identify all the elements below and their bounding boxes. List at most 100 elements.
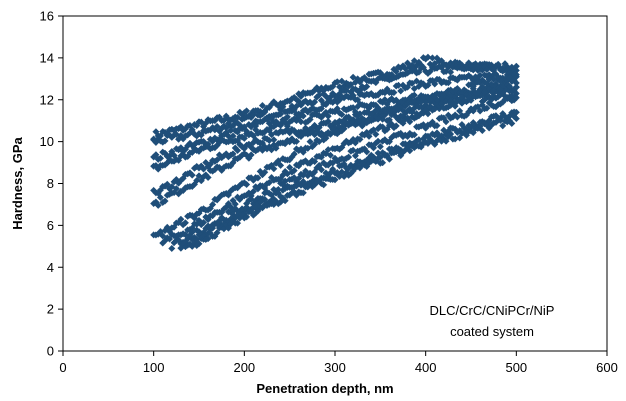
data-point [279, 103, 287, 111]
x-tick-label: 0 [59, 360, 66, 375]
data-point [320, 181, 328, 189]
data-point [494, 60, 502, 68]
data-point [356, 135, 364, 143]
data-point [213, 229, 221, 237]
data-point [363, 148, 371, 156]
y-tick-label: 10 [40, 134, 54, 149]
data-point [410, 131, 418, 139]
data-point [161, 137, 169, 145]
x-tick-label: 600 [596, 360, 618, 375]
data-point [277, 161, 285, 169]
data-point [204, 235, 212, 243]
data-point [297, 118, 305, 126]
data-point [376, 143, 384, 151]
data-point [188, 171, 196, 179]
data-point [299, 189, 307, 197]
data-marks [150, 53, 520, 253]
plot-area-frame [62, 15, 608, 352]
data-point [512, 115, 520, 123]
data-point [311, 157, 319, 166]
data-point [340, 125, 348, 133]
data-point [390, 88, 398, 97]
data-point [181, 219, 189, 227]
data-point [501, 60, 509, 68]
data-point [209, 200, 217, 209]
data-point [254, 174, 262, 182]
data-point [369, 144, 378, 152]
data-point [243, 180, 251, 189]
data-point [447, 130, 455, 138]
data-point [424, 110, 432, 118]
data-point [247, 151, 255, 159]
data-point [204, 173, 212, 182]
data-point [286, 163, 294, 171]
data-point [413, 77, 421, 85]
data-point [483, 104, 491, 112]
data-point [317, 166, 325, 174]
data-point [270, 165, 278, 173]
data-point [456, 107, 464, 115]
data-point [442, 118, 450, 126]
data-point [249, 111, 257, 119]
data-point [229, 150, 237, 158]
data-point [406, 147, 414, 155]
data-point [258, 101, 267, 110]
data-point [345, 82, 353, 90]
x-tick-label: 400 [415, 360, 437, 375]
data-point [311, 98, 319, 106]
data-point [512, 79, 520, 87]
data-point [161, 197, 169, 205]
data-point [460, 97, 468, 105]
data-point [283, 113, 291, 121]
data-point [199, 218, 208, 227]
y-tick-label: 6 [47, 218, 54, 233]
data-point [277, 110, 285, 118]
data-point [306, 138, 314, 146]
y-tick-label: 14 [40, 50, 54, 65]
y-axis-label: Hardness, GPa [10, 136, 25, 229]
data-point [213, 122, 221, 130]
series-11 [186, 112, 520, 250]
data-point [397, 87, 405, 95]
y-tick-label: 12 [40, 92, 54, 107]
data-point [422, 98, 430, 106]
data-point [261, 168, 269, 176]
data-point [338, 77, 346, 85]
data-point [172, 185, 180, 193]
x-tick-label: 200 [233, 360, 255, 375]
data-point [444, 79, 452, 87]
data-point [433, 122, 441, 130]
y-tick-label: 0 [47, 344, 54, 359]
data-point [265, 179, 273, 187]
y-tick-label: 4 [47, 260, 54, 275]
data-point [379, 159, 387, 167]
data-point [177, 215, 185, 223]
data-point [193, 176, 201, 185]
data-point [333, 130, 341, 138]
axes [62, 15, 608, 352]
data-point [453, 128, 461, 136]
y-tick-label: 2 [47, 302, 54, 317]
data-point [261, 108, 269, 116]
annotation-line-1: DLC/CrC/CNiPCr/NiP [430, 303, 555, 318]
data-point [331, 176, 339, 184]
data-point [496, 116, 505, 125]
data-point [406, 118, 414, 126]
data-point [345, 153, 353, 161]
data-point [159, 232, 167, 240]
data-point [195, 240, 203, 248]
axis-ticks: 0 100 200 300 400 500 600 0 2 4 6 8 10 12 14 16 [40, 9, 618, 376]
data-point [249, 187, 257, 196]
data-point [512, 62, 520, 70]
data-point [499, 122, 507, 130]
x-tick-label: 100 [143, 360, 165, 375]
x-tick-label: 300 [324, 360, 346, 375]
data-point [290, 150, 298, 158]
data-point [290, 167, 298, 175]
data-point [505, 82, 514, 90]
data-point [326, 151, 335, 159]
x-tick-label: 500 [505, 360, 527, 375]
data-point [431, 80, 439, 88]
